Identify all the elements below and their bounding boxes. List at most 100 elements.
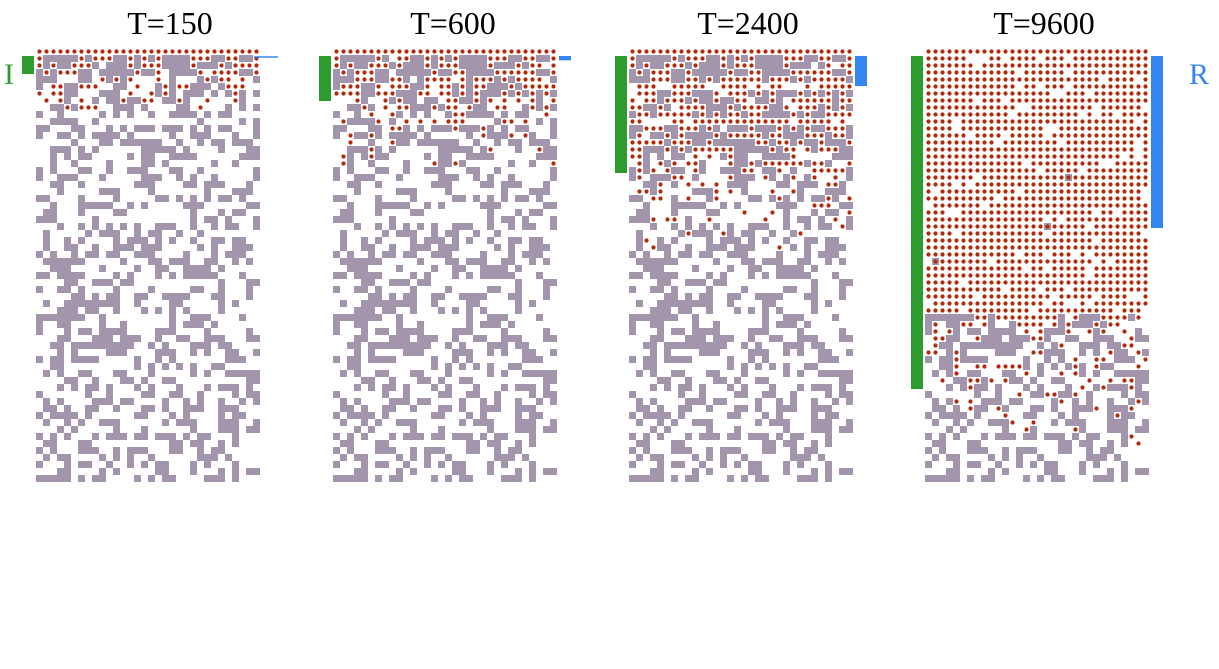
particle-dot <box>749 70 754 75</box>
particle-dot <box>954 154 959 159</box>
obstacle-cell <box>361 83 368 90</box>
particle-dot <box>686 112 691 117</box>
particle-dot <box>1101 203 1106 208</box>
particle-dot <box>1136 84 1141 89</box>
particle-dot <box>989 280 994 285</box>
particle-dot <box>989 112 994 117</box>
obstacle-cell <box>734 251 741 258</box>
obstacle-cell <box>57 132 64 139</box>
obstacle-cell <box>431 356 438 363</box>
obstacle-cell <box>839 146 846 153</box>
particle-dot <box>551 70 556 75</box>
obstacle-cell <box>769 447 776 454</box>
obstacle-cell <box>64 153 71 160</box>
obstacle-cell <box>438 461 445 468</box>
obstacle-cell <box>190 237 197 244</box>
obstacle-cell <box>197 314 204 321</box>
particle-dot <box>791 189 796 194</box>
obstacle-cell <box>57 398 64 405</box>
particle-dot <box>488 98 493 103</box>
obstacle-cell <box>487 90 494 97</box>
particle-dot <box>1094 252 1099 257</box>
particle-dot <box>1108 154 1113 159</box>
obstacle-cell <box>375 132 382 139</box>
particle-dot <box>65 49 70 54</box>
particle-dot <box>1073 245 1078 250</box>
obstacle-cell <box>120 258 127 265</box>
obstacle-cell <box>825 237 832 244</box>
obstacle-cell <box>211 454 218 461</box>
particle-dot <box>1143 77 1148 82</box>
particle-dot <box>749 126 754 131</box>
obstacle-cell <box>246 244 253 251</box>
obstacle-cell <box>671 475 678 482</box>
obstacle-cell <box>452 174 459 181</box>
obstacle-cell <box>981 335 988 342</box>
obstacle-cell <box>368 279 375 286</box>
particle-dot <box>630 56 635 61</box>
particle-dot <box>397 98 402 103</box>
particle-dot <box>975 161 980 166</box>
particle-dot <box>1101 98 1106 103</box>
obstacle-cell <box>197 90 204 97</box>
obstacle-cell <box>50 153 57 160</box>
obstacle-cell <box>361 475 368 482</box>
obstacle-cell <box>1002 342 1009 349</box>
particle-dot <box>1010 301 1015 306</box>
particle-dot <box>142 49 147 54</box>
obstacle-cell <box>134 167 141 174</box>
obstacle-cell <box>974 342 981 349</box>
obstacle-cell <box>741 405 748 412</box>
particle-dot <box>397 56 402 61</box>
obstacle-cell <box>417 398 424 405</box>
particle-dot <box>1108 210 1113 215</box>
obstacle-cell <box>92 251 99 258</box>
obstacle-cell <box>797 461 804 468</box>
obstacle-cell <box>529 139 536 146</box>
obstacle-cell <box>50 202 57 209</box>
obstacle-cell <box>36 83 43 90</box>
obstacle-cell <box>438 244 445 251</box>
obstacle-cell <box>734 174 741 181</box>
obstacle-cell <box>762 146 769 153</box>
obstacle-cell <box>99 300 106 307</box>
obstacle-cell <box>410 132 417 139</box>
obstacle-cell <box>706 349 713 356</box>
particle-dot <box>996 294 1001 299</box>
obstacle-cell <box>466 475 473 482</box>
particle-dot <box>509 70 514 75</box>
particle-dot <box>1115 238 1120 243</box>
particle-dot <box>1136 49 1141 54</box>
obstacle-cell <box>494 342 501 349</box>
obstacle-cell <box>1009 321 1016 328</box>
obstacle-cell <box>755 55 762 62</box>
obstacle-cell <box>438 146 445 153</box>
obstacle-cell <box>1135 335 1142 342</box>
particle-dot <box>926 350 931 355</box>
particle-dot <box>651 91 656 96</box>
obstacle-cell <box>501 62 508 69</box>
obstacle-cell <box>783 216 790 223</box>
obstacle-cell <box>664 55 671 62</box>
particle-dot <box>1038 119 1043 124</box>
obstacle-cell <box>141 307 148 314</box>
obstacle-cell <box>790 342 797 349</box>
particle-dot <box>665 217 670 222</box>
obstacle-cell <box>218 125 225 132</box>
obstacle-cell <box>671 356 678 363</box>
obstacle-cell <box>1121 391 1128 398</box>
obstacle-cell <box>650 475 657 482</box>
obstacle-cell <box>692 279 699 286</box>
obstacle-cell <box>550 118 557 125</box>
obstacle-cell <box>1002 328 1009 335</box>
obstacle-cell <box>347 160 354 167</box>
particle-dot <box>1094 140 1099 145</box>
obstacle-cell <box>783 272 790 279</box>
obstacle-cell <box>825 223 832 230</box>
obstacle-cell <box>1044 461 1051 468</box>
particle-dot <box>1087 147 1092 152</box>
obstacle-cell <box>650 146 657 153</box>
particle-dot <box>1066 245 1071 250</box>
obstacle-cell <box>253 426 260 433</box>
obstacle-cell <box>629 69 636 76</box>
